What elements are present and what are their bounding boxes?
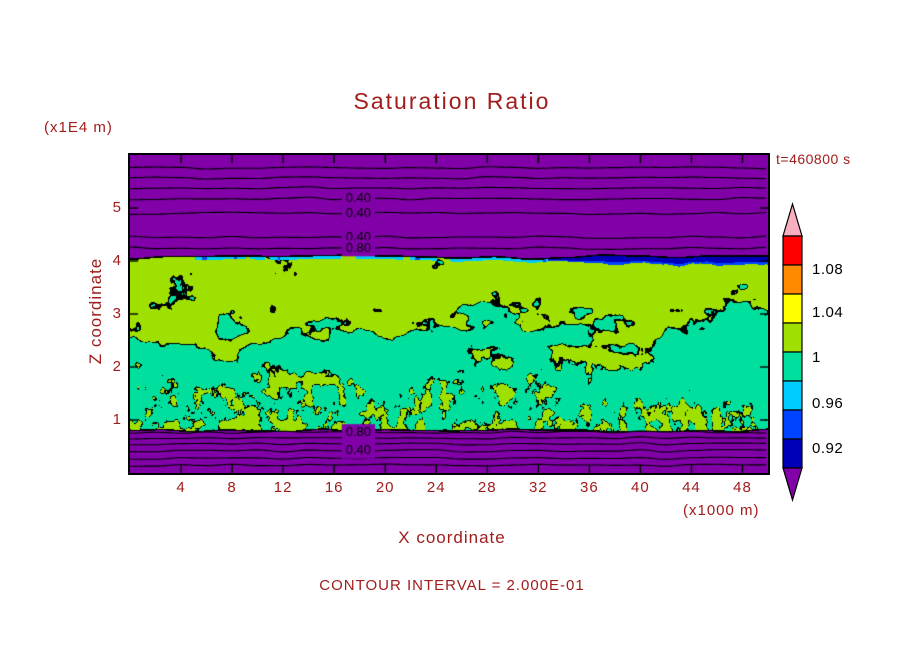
colorbar-segment [782, 322, 803, 353]
contour-field-canvas [130, 155, 768, 473]
x-tick-label: 44 [682, 479, 701, 496]
colorbar-segment [782, 235, 803, 266]
x-tick-label: 36 [580, 479, 599, 496]
colorbar-label: 0.92 [812, 439, 844, 457]
colorbar-segment [782, 264, 803, 295]
y-tick-label: 5 [112, 199, 122, 216]
contour-interval-note: CONTOUR INTERVAL = 2.000E-01 [319, 577, 585, 594]
x-tick-label: 32 [528, 479, 548, 496]
x-tick-label: 16 [324, 479, 344, 496]
colorbar-label: 1 [812, 349, 821, 367]
colorbar-segment [782, 380, 803, 411]
colorbar-label: 1.04 [812, 304, 844, 322]
colorbar-segment [782, 438, 803, 469]
x-tick-label: 40 [631, 479, 650, 496]
time-stamp-label: t=460800 s [776, 151, 851, 167]
y-tick-label: 3 [112, 305, 122, 322]
colorbar-arrow [782, 467, 803, 503]
plot-frame [128, 153, 770, 475]
x-tick-label: 20 [375, 479, 395, 496]
y-tick-label: 4 [112, 252, 122, 269]
plot-title: Saturation Ratio [353, 88, 551, 114]
x-axis-units-label: (x1000 m) [683, 502, 760, 519]
y-tick-label: 1 [112, 411, 122, 428]
x-tick-label: 4 [176, 479, 186, 496]
y-axis-units-label: (x1E4 m) [44, 119, 113, 136]
colorbar [782, 202, 803, 503]
colorbar-label: 1.08 [812, 261, 844, 279]
y-tick-label: 2 [112, 358, 122, 375]
x-axis-title: X coordinate [398, 528, 506, 547]
x-tick-label: 12 [273, 479, 293, 496]
colorbar-segment [782, 351, 803, 382]
colorbar-arrow [782, 202, 803, 237]
colorbar-segment [782, 409, 803, 440]
x-tick-label: 28 [477, 479, 497, 496]
x-tick-label: 24 [426, 479, 446, 496]
x-tick-label: 8 [227, 479, 237, 496]
x-tick-label: 48 [733, 479, 752, 496]
colorbar-segment [782, 293, 803, 324]
colorbar-label: 0.96 [812, 394, 844, 412]
